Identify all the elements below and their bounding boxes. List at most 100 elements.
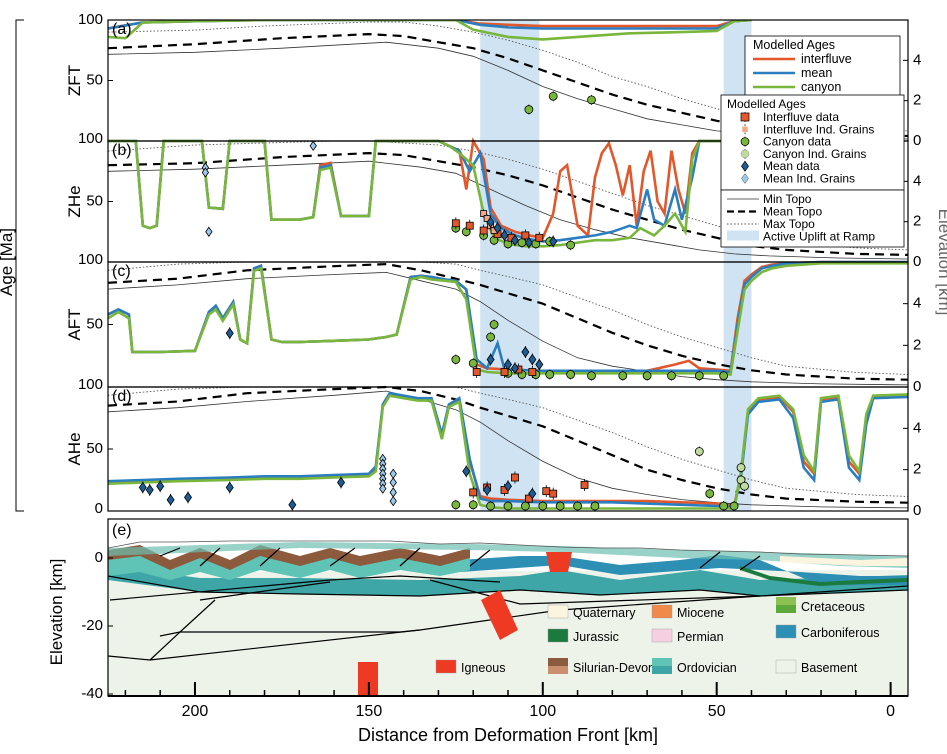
AFT-mean-data-6 — [535, 358, 544, 371]
panel-ylabel-3: AFT — [65, 308, 84, 340]
age-tick-bottom-1: 100 — [78, 130, 103, 147]
section-legend-label-1: Miocene — [677, 606, 724, 620]
elevation-right-label: Elevation [km] — [935, 209, 947, 316]
AHe-canyon-data-11 — [729, 501, 739, 511]
legend-data-label-5: Mean Ind. Grains — [763, 172, 855, 186]
elev-tick-4-2: 2 — [913, 461, 921, 478]
AFT-canyon-data-0 — [451, 355, 461, 364]
axis-frames: 100 50 100 0 2 4 ZFT (a) 50 100 0 2 4 ZHe (b) 50 100 0 2 4 A… — [65, 11, 921, 720]
section-legend-label-2: Cretaceous — [801, 600, 865, 614]
panel-id-1: (a) — [112, 21, 132, 38]
legend-topo-swatch-uplift — [727, 230, 759, 241]
section-legend-swatch-7a — [548, 658, 568, 666]
AHe-mean-data-2 — [156, 480, 165, 492]
AHe-canyon-data-7 — [573, 501, 582, 511]
ZHe-mean-data-3 — [510, 234, 519, 246]
elev-tick-2-2: 2 — [913, 213, 921, 230]
legend-sym-canyon-data — [740, 137, 750, 146]
AHe-canyon-data-0 — [451, 500, 461, 510]
ZHe-interfluve-data-6 — [535, 233, 544, 242]
ZHe-mean-data-2 — [500, 229, 509, 242]
legend-data-label-3: Canyon Ind. Grains — [763, 147, 866, 161]
legend-sym-canyon-grains — [740, 149, 750, 159]
ZHe-interfluve-data-1 — [465, 221, 474, 230]
AHe-mean-data-11 — [528, 487, 537, 500]
AHe-mean-grain-10 — [389, 495, 397, 507]
uplift-band-1 — [480, 20, 540, 511]
section-quaternary — [780, 556, 908, 566]
section-faults — [108, 547, 908, 661]
AFT-mean-data-5 — [528, 353, 537, 366]
section-legend-label-0: Quaternary — [573, 606, 636, 620]
AHe-canyon-data-9 — [705, 489, 715, 499]
AHe-mean-topo — [108, 385, 908, 504]
ZHe-canyon-data-8 — [566, 240, 576, 250]
section-legend-label-8: Ordovician — [677, 661, 737, 675]
ZHe-min-topo — [108, 160, 908, 260]
ZFT-canyon-line — [108, 20, 752, 41]
legend-models-title: Modelled Ages — [753, 38, 835, 52]
section-legend: Quaternary Miocene Cretaceous Jurassic Permi… — [435, 597, 880, 675]
section-legend-swatch-9 — [775, 659, 797, 674]
AHe-mean-grain-9 — [389, 487, 397, 498]
ZHe-canyon-data-5 — [517, 238, 527, 248]
AHe-mean-grain-8 — [389, 477, 397, 488]
section-legend-swatch-6 — [435, 659, 457, 674]
ZHe-mean-data-0 — [486, 216, 495, 228]
age-tick-50-3: 50 — [86, 315, 103, 332]
section-ordovician-upper — [108, 556, 470, 580]
AHe-canyon-data-4 — [520, 501, 530, 511]
AFT-interfluve-data-3 — [528, 368, 537, 376]
legend-topo-label-0: Min Topo — [763, 192, 812, 206]
x-axis-label: Distance from Deformation Front [km] — [358, 725, 658, 745]
section-upper-cover — [108, 542, 908, 568]
section-legend-swatch-0 — [547, 604, 569, 619]
ZHe-interfluve-data-0 — [451, 219, 460, 228]
AHe-canyon-grain-0 — [694, 447, 704, 456]
section-legend-label-9: Basement — [801, 661, 858, 675]
AFT-mean-data-3 — [510, 362, 519, 374]
AFT-mean-data-2 — [504, 358, 512, 371]
AFT-mean-data-1 — [486, 353, 495, 366]
section-jurassic — [740, 566, 908, 586]
elev-tick-4-0: 0 — [913, 502, 921, 519]
AFT-canyon-data-9 — [587, 371, 596, 381]
AFT-interfluve-data-1 — [500, 368, 509, 376]
elev-tick-1-2: 2 — [913, 92, 921, 109]
section-y-label: Elevation [km] — [47, 559, 66, 666]
AFT-min-topo — [108, 271, 908, 386]
AFT-canyon-data-13 — [694, 371, 704, 381]
AHe-canyon-data-5 — [538, 501, 548, 511]
AHe-mean-data-7 — [337, 476, 346, 489]
ZHe-interfluve-grain-0 — [480, 210, 488, 218]
ZHe-max-topo — [108, 140, 908, 251]
legend-topo-label-2: Max Topo — [763, 217, 815, 231]
AHe-interfluve-data-0 — [469, 488, 478, 497]
AHe-mean-grain-6 — [379, 483, 387, 494]
elev-tick-3-0: 0 — [913, 378, 921, 395]
AHe-interfluve-data-7 — [580, 481, 589, 489]
uplift-bands — [480, 20, 752, 511]
section-carboniferous — [460, 555, 908, 585]
legend-data-title: Modelled Ages — [727, 97, 806, 111]
AFT-canyon-data-11 — [642, 371, 652, 381]
section-legend-swatch-1 — [651, 604, 673, 619]
AFT-canyon-data-12 — [667, 371, 676, 381]
elev-tick-2-0: 0 — [913, 253, 921, 270]
AHe-canyon-data-8 — [590, 501, 600, 511]
AHe-canyon-data-1 — [468, 500, 478, 510]
age-bracket — [15, 19, 24, 512]
section-tick-0: 0 — [95, 549, 103, 566]
panel-ylabel-2: ZHe — [65, 185, 84, 217]
age-tick-50-4: 50 — [86, 440, 103, 457]
elev-tick-3-4: 4 — [913, 295, 921, 312]
x-tick-50: 50 — [708, 703, 726, 720]
legend-sym-interfluve-grains — [741, 126, 749, 133]
AHe-interfluve-data-6 — [549, 489, 558, 498]
legend-sym-mean-data — [741, 160, 749, 172]
legend-data-label-2: Canyon data — [763, 135, 831, 149]
ZFT-canyon-data-0 — [524, 105, 534, 114]
section-legend-label-4: Permian — [677, 630, 724, 644]
section-ordovician-lower — [108, 566, 908, 596]
ZHe-canyon-line — [108, 139, 752, 248]
